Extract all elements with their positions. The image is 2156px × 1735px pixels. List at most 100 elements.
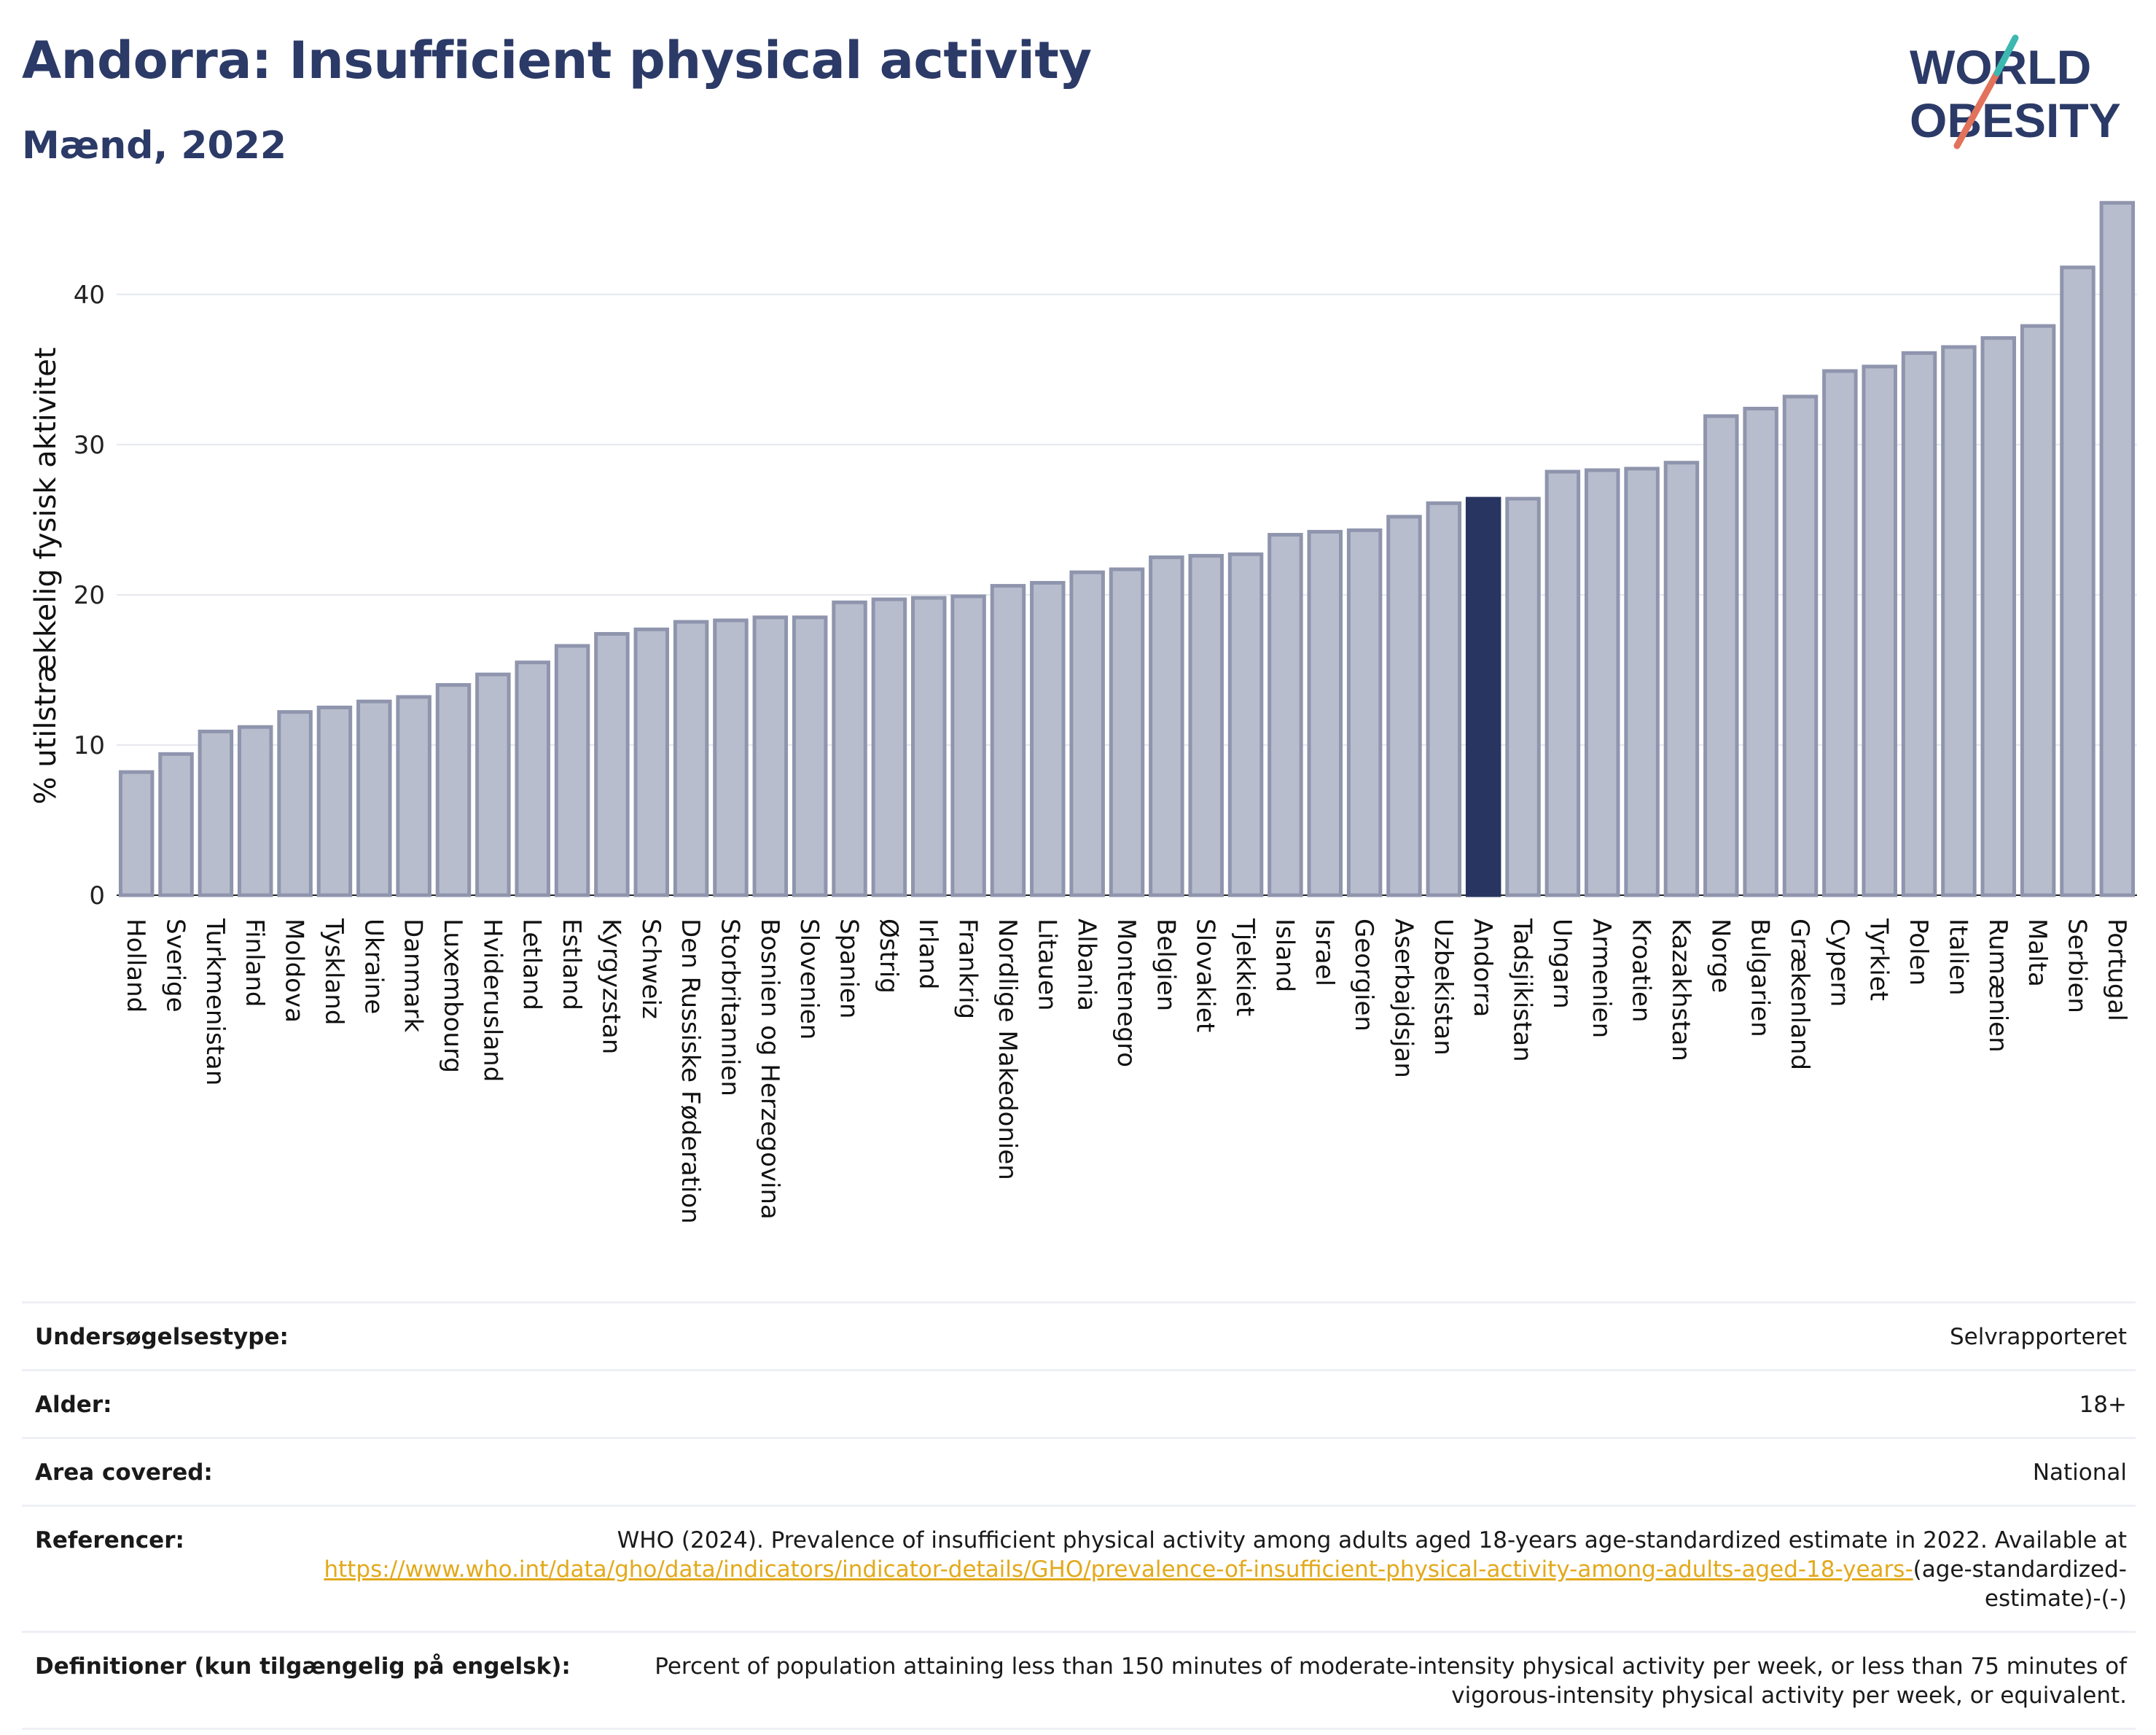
bar[interactable] [752, 615, 789, 897]
bar[interactable] [1188, 553, 1224, 897]
bar[interactable] [1307, 529, 1343, 897]
x-tick-label: Kyrgyzstan [596, 919, 625, 1054]
bar[interactable] [871, 597, 907, 897]
bar[interactable] [1505, 496, 1541, 897]
x-tick-label: Hviderusland [477, 919, 507, 1082]
x-tick-label: Frankrig [953, 919, 983, 1019]
x-tick-label: Turkmenistan [200, 918, 230, 1085]
info-value: National [2032, 1459, 2127, 1486]
info-label: Definitioner (kun tilgængelig på engelsk… [35, 1653, 571, 1680]
x-tick-label: Portugal [2102, 919, 2131, 1021]
bar[interactable] [396, 695, 431, 897]
bar[interactable] [1663, 461, 1700, 897]
x-tick-label: Slovakiet [1191, 919, 1220, 1032]
bar[interactable] [1268, 533, 1303, 897]
bar[interactable] [1901, 351, 1937, 897]
bar[interactable] [713, 618, 749, 897]
x-tick-label: Serbien [2062, 919, 2091, 1013]
x-tick-label: Finland [240, 919, 269, 1007]
bar[interactable] [633, 627, 670, 897]
x-tick-label: Georgien [1349, 919, 1378, 1032]
bar[interactable] [118, 770, 155, 897]
bar[interactable] [158, 752, 194, 897]
bar[interactable] [1544, 469, 1581, 897]
bar[interactable] [1624, 467, 1660, 897]
x-tick-label: Ukraine [359, 919, 388, 1014]
y-tick-label: 10 [74, 731, 105, 760]
x-tick-label: Spanien [835, 919, 864, 1018]
bar[interactable] [475, 672, 511, 897]
bar[interactable] [1386, 515, 1422, 897]
info-row: Referencer: WHO (2024). Prevalence of ins… [22, 1505, 2136, 1631]
info-value: 18+ [2079, 1392, 2127, 1418]
y-axis-title: % utilstrækkelig fysisk aktivitet [29, 347, 63, 804]
bar[interactable] [950, 594, 986, 897]
bar-layer [118, 200, 2136, 897]
x-tick-label: Østrig [874, 919, 903, 994]
bar[interactable] [237, 725, 273, 897]
page-subtitle: Mænd, 2022 [22, 124, 287, 168]
bar[interactable] [1069, 570, 1105, 897]
x-tick-label: Israel [1310, 919, 1339, 986]
bar[interactable] [2099, 200, 2136, 897]
x-tick-label: Bulgarien [1746, 919, 1775, 1037]
x-tick-label: Norge [1706, 919, 1735, 993]
bar[interactable] [1862, 364, 1897, 897]
bar[interactable] [1227, 552, 1264, 897]
bar[interactable] [2060, 265, 2096, 897]
bar[interactable] [1743, 406, 1778, 897]
bar-chart: 0 10 20 30 40 Holland Sverige Turkmenistan Finl… [29, 200, 2137, 1224]
bar[interactable] [1782, 394, 1819, 897]
x-tick-label: Polen [1904, 919, 1933, 986]
reference-link[interactable]: https://www.who.int/data/gho/data/indica… [324, 1556, 1913, 1583]
y-tick-label: 20 [74, 581, 105, 610]
x-tick-label: Malta [2023, 919, 2052, 987]
bar[interactable] [554, 644, 590, 897]
bar[interactable] [1703, 414, 1739, 897]
info-label: Undersøgelsestype: [35, 1324, 289, 1350]
bar[interactable] [990, 584, 1026, 897]
info-label: Referencer: [35, 1527, 184, 1553]
bar[interactable] [277, 710, 313, 897]
x-tick-label: Tyskland [319, 918, 348, 1025]
x-tick-label: Litauen [1032, 919, 1061, 1011]
bar[interactable] [594, 632, 630, 897]
page-title: Andorra: Insufficient physical activity [22, 31, 1092, 90]
bar[interactable] [356, 699, 392, 897]
bar[interactable] [1109, 567, 1145, 897]
world-obesity-logo[interactable]: WORLD OBESITY [1895, 29, 2136, 160]
bar[interactable] [1426, 501, 1462, 897]
bar[interactable] [1346, 528, 1383, 897]
bar[interactable] [1941, 345, 1977, 897]
bar[interactable] [316, 705, 353, 897]
x-tick-label: Tyrkiet [1864, 918, 1894, 1001]
info-row: Undersøgelsestype: Selvrapporteret [22, 1301, 2136, 1369]
x-tick-label: Bosnien og Herzegovina [755, 919, 784, 1220]
bar[interactable] [198, 729, 234, 897]
bar[interactable] [1584, 468, 1620, 897]
bar[interactable] [792, 615, 828, 897]
x-tick-label: Belgien [1151, 919, 1180, 1011]
x-tick-label: Luxembourg [438, 919, 467, 1073]
bar[interactable] [673, 620, 709, 897]
info-value: Percent of population attaining less tha… [655, 1653, 2127, 1709]
bar-highlight[interactable] [1465, 496, 1501, 897]
bar[interactable] [1030, 580, 1066, 897]
x-tick-label: Armenien [1587, 919, 1616, 1038]
info-value: WHO (2024). Prevalence of insufficient p… [228, 1526, 2127, 1613]
bar[interactable] [435, 683, 472, 897]
y-tick-label: 30 [74, 431, 105, 460]
x-tick-label: Danmark [399, 919, 428, 1032]
x-tick-label: Grækenland [1785, 919, 1814, 1070]
x-tick-label: Andorra [1468, 919, 1497, 1017]
bar[interactable] [1822, 369, 1858, 897]
bar[interactable] [1149, 555, 1184, 897]
bar[interactable] [515, 660, 550, 897]
x-tick-label: Aserbajdsjan [1388, 919, 1418, 1078]
bar[interactable] [832, 600, 867, 897]
bar[interactable] [1980, 336, 2017, 897]
logo-slash-coral [1953, 69, 2001, 149]
bar[interactable] [910, 596, 947, 897]
bar[interactable] [2020, 324, 2056, 897]
x-tick-label: Nordlige Makedonien [993, 919, 1022, 1180]
